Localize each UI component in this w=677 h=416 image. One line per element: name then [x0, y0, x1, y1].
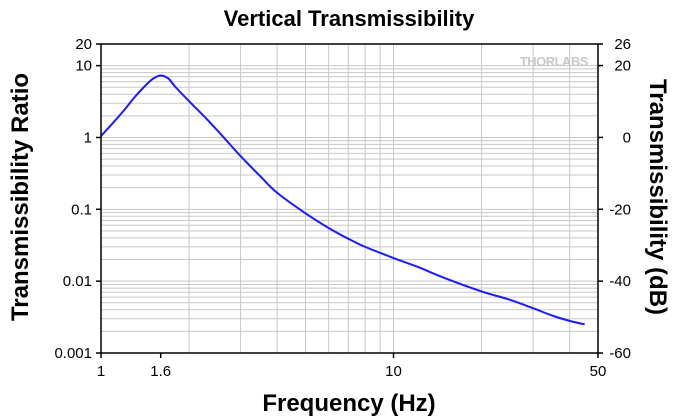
y2-tick-label: -60: [609, 345, 631, 362]
y-tick-label: 0.01: [63, 273, 92, 290]
y2-tick-label: 0: [623, 129, 631, 146]
axis-ticks: 1 1.6 10 50 0.001 0.01 0.1 1 10 20 -60 -40 -20 0 20 26: [54, 36, 631, 380]
y2-tick-label: 20: [614, 58, 631, 75]
chart-title: Vertical Transmissibility: [224, 6, 475, 31]
y-axis-title: Transmissibility Ratio: [7, 73, 34, 321]
plot-frame: [100, 43, 599, 354]
x-tick-label: 1: [97, 363, 105, 380]
y2-axis-title: Transmissibility (dB): [644, 79, 671, 315]
y-tick-label: 1: [84, 129, 92, 146]
y2-tick-label: -40: [609, 273, 631, 290]
y-tick-label: 0.001: [54, 345, 92, 362]
x-tick-label: 10: [385, 363, 402, 380]
grid-lines: [100, 43, 599, 354]
x-tick-label: 1.6: [150, 363, 171, 380]
y-tick-label: 20: [75, 36, 92, 53]
x-axis-title: Frequency (Hz): [262, 390, 435, 416]
y-tick-label: 0.1: [71, 201, 92, 218]
y2-tick-label: -20: [609, 201, 631, 218]
series-line-vertical-transmissibility: [100, 74, 585, 326]
data-series-layer: [100, 74, 585, 326]
y-tick-label: 10: [75, 58, 92, 75]
y2-tick-label: 26: [614, 36, 631, 53]
thorlabs-watermark: THORLABS: [520, 54, 589, 69]
x-tick-label: 50: [590, 363, 607, 380]
